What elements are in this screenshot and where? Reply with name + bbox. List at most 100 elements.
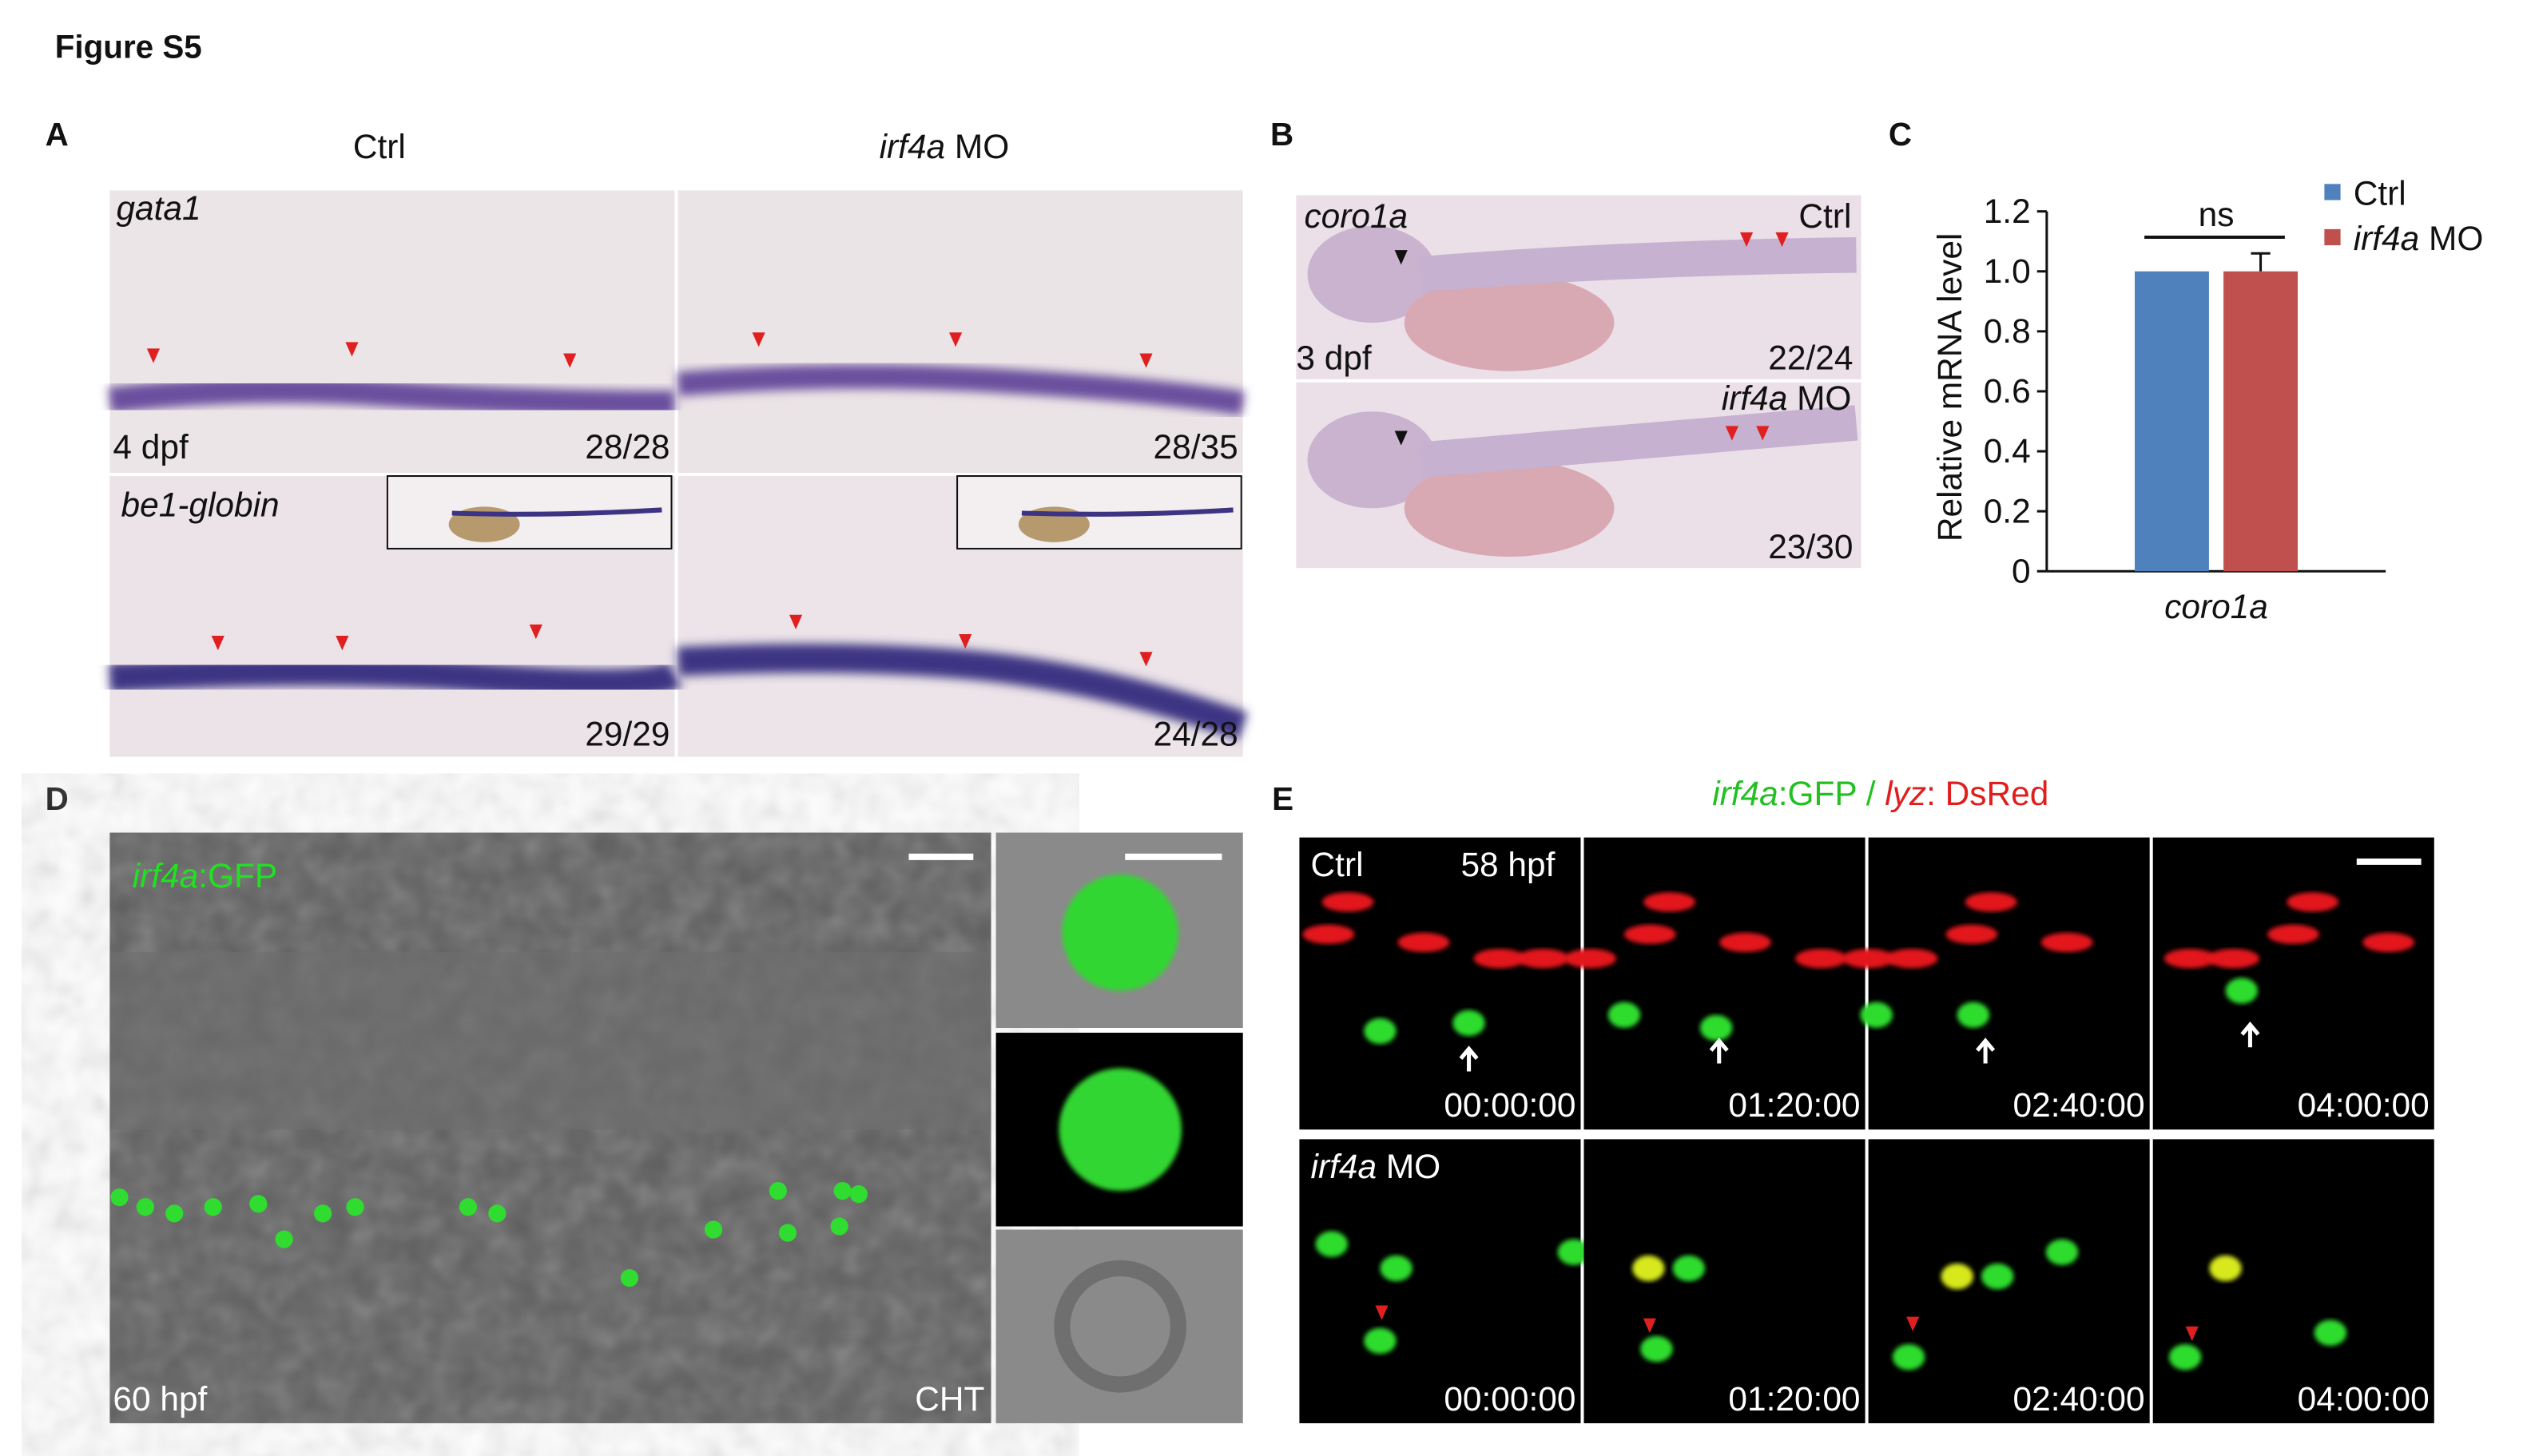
label-part: MO — [1377, 1148, 1440, 1185]
gfp-cell — [1981, 1263, 2014, 1290]
panel-label: A — [46, 116, 69, 153]
gfp-cell — [1640, 1335, 1673, 1363]
cell — [1059, 1068, 1182, 1192]
gfp-cell — [110, 1188, 129, 1207]
dsred-cell — [1795, 948, 1847, 969]
gfp-cell — [830, 1217, 848, 1236]
arrowhead — [1139, 652, 1153, 667]
arrowhead — [1906, 1316, 1920, 1331]
stain — [109, 657, 682, 698]
arrowhead — [1394, 250, 1408, 265]
gfp-cell — [1380, 1255, 1413, 1282]
dsred-cell — [1624, 924, 1676, 944]
embryo-tail — [1419, 405, 1858, 478]
arrowhead — [949, 332, 963, 347]
label-part: MO — [2419, 220, 2483, 257]
region-label: CHT — [915, 1380, 984, 1418]
dsred-cell — [2207, 948, 2260, 969]
dsred-cell — [1643, 892, 1695, 912]
embryo-tail — [1021, 507, 1234, 517]
column-label: Ctrl — [353, 128, 406, 165]
legend-label: Ctrl — [2354, 175, 2406, 212]
arrowhead — [336, 636, 349, 651]
arrowhead — [146, 348, 161, 363]
dsred-cell — [1885, 948, 1938, 969]
gfp-cell — [704, 1220, 723, 1239]
notochord — [109, 952, 991, 1130]
panel-title: irf4a:GFP / lyz: DsRed — [1712, 775, 2048, 812]
reporter-gene: irf4a — [133, 857, 198, 895]
timestamp: 02:40:00 — [2013, 1086, 2145, 1124]
timestamp: 01:20:00 — [1728, 1086, 1860, 1124]
gfp-cell — [249, 1195, 268, 1213]
title-part: lyz — [1885, 775, 1926, 812]
dsred-cell — [1473, 948, 1526, 969]
stage-label: 60 hpf — [113, 1380, 207, 1418]
title-part: : DsRed — [1926, 775, 2048, 812]
arrowhead — [959, 634, 972, 649]
gfp-cell — [1941, 1263, 1973, 1290]
embryo-yolk — [1404, 274, 1615, 371]
embryo-yolk — [1404, 459, 1615, 557]
cell-outline — [1054, 1260, 1187, 1393]
y-tick-label: 0.8 — [1984, 312, 2031, 350]
arrow — [2240, 1022, 2260, 1048]
gfp-cell — [1860, 1002, 1893, 1028]
gfp-cell — [165, 1204, 184, 1223]
y-tick-label: 1.2 — [1984, 192, 2031, 230]
panel-label: B — [1270, 116, 1293, 153]
arrowhead — [1375, 1305, 1389, 1320]
dsred-cell — [1564, 948, 1616, 969]
gfp-cell — [204, 1198, 222, 1216]
embryo-tail — [1419, 236, 1857, 292]
arrowhead — [2185, 1326, 2199, 1341]
probe-label: gata1 — [116, 189, 201, 227]
y-tick-label: 0.6 — [1984, 372, 2031, 410]
legend-label: irf4a MO — [2354, 220, 2484, 257]
row-label: Ctrl — [1311, 846, 1364, 883]
dsred-cell — [1397, 932, 1450, 953]
legend-swatch — [2324, 184, 2341, 200]
panel-b: B coro1a Ctrl 3 dpf 22/24 irf4a MO 23/30 — [1270, 116, 1861, 569]
condition-label: Ctrl — [1798, 197, 1851, 235]
dsred-cell — [1842, 948, 1894, 969]
gfp-cell — [1957, 1002, 1990, 1028]
dsred-cell — [2267, 924, 2319, 944]
count-label: 29/29 — [585, 715, 670, 752]
panel-c: C Relative mRNA level 0 0.2 0.4 0.6 0.8 1.0 1.… — [1889, 116, 2483, 625]
probe-label: be1-globin — [121, 486, 280, 524]
gfp-cell — [849, 1184, 868, 1204]
stage-label: 58 hpf — [1460, 846, 1555, 883]
y-tick-label: 0.2 — [1984, 492, 2031, 530]
bar — [2134, 271, 2209, 572]
y-tick-label: 0 — [2012, 552, 2031, 589]
count-label: 23/30 — [1768, 528, 1853, 565]
dsred-cell — [2362, 932, 2415, 953]
dsred-cell — [1965, 892, 2017, 912]
timestamp: 00:00:00 — [1444, 1086, 1575, 1124]
count-label: 28/28 — [585, 428, 670, 466]
stain — [108, 377, 675, 417]
arrowhead — [789, 614, 803, 629]
gfp-cell — [459, 1198, 478, 1216]
arrowhead — [1643, 1318, 1656, 1333]
gfp-cell — [1699, 1014, 1733, 1041]
dsred-cell — [1302, 924, 1355, 944]
label-part: irf4a — [2354, 220, 2420, 257]
gfp-cell — [620, 1269, 639, 1287]
count-label: 28/35 — [1154, 428, 1238, 466]
significance-label: ns — [2199, 196, 2235, 233]
gfp-cell — [1672, 1255, 1706, 1282]
arrowhead — [211, 636, 224, 651]
dsred-cell — [2163, 948, 2216, 969]
gfp-cell — [346, 1198, 364, 1216]
row-label: irf4a MO — [1311, 1148, 1441, 1185]
gfp-cell — [488, 1204, 507, 1223]
timelapse-frame — [1868, 837, 2150, 1130]
timelapse-frame — [1299, 837, 1581, 1130]
count-label: 22/24 — [1768, 339, 1853, 377]
cell — [1062, 875, 1178, 991]
panel-e: E irf4a:GFP / lyz: DsRed 00:00:00 01:20:0… — [1272, 775, 2434, 1423]
